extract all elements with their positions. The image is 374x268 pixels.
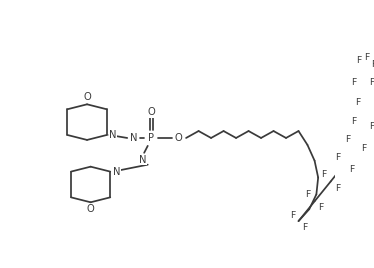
Text: F: F	[345, 135, 350, 144]
Text: N: N	[113, 167, 120, 177]
Text: F: F	[373, 98, 374, 107]
Text: O: O	[147, 107, 155, 117]
Text: F: F	[361, 144, 366, 153]
Text: N: N	[139, 155, 146, 165]
Text: F: F	[305, 190, 310, 199]
Text: F: F	[335, 153, 340, 162]
Text: F: F	[355, 98, 360, 107]
Text: F: F	[319, 203, 324, 213]
Text: N: N	[109, 130, 117, 140]
Text: F: F	[290, 211, 295, 220]
Text: F: F	[321, 170, 327, 179]
Text: F: F	[356, 57, 361, 65]
Text: F: F	[369, 122, 374, 131]
Text: F: F	[351, 78, 356, 87]
Text: O: O	[174, 133, 182, 143]
Text: F: F	[335, 184, 340, 193]
Text: F: F	[372, 60, 374, 69]
Text: N: N	[130, 133, 137, 143]
Text: F: F	[369, 78, 374, 87]
Text: P: P	[148, 133, 154, 143]
Text: O: O	[87, 204, 95, 214]
Text: F: F	[302, 222, 307, 232]
Text: O: O	[83, 92, 91, 102]
Text: F: F	[349, 165, 355, 174]
Text: F: F	[365, 53, 370, 62]
Text: F: F	[352, 117, 357, 126]
